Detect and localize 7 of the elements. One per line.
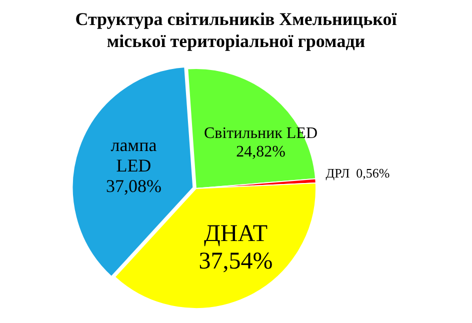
- slice-label: ДРЛ 0,56%: [326, 166, 390, 181]
- slice-label: ДНАТ: [204, 220, 268, 247]
- data-label: 37,08%: [106, 176, 162, 196]
- slice-label: лампа LED: [110, 134, 157, 176]
- chart-title: Структура світильників Хмельницької міської територіальної громади: [74, 8, 398, 52]
- data-label: 24,82%: [236, 143, 286, 160]
- data-label: 37,54%: [198, 248, 273, 274]
